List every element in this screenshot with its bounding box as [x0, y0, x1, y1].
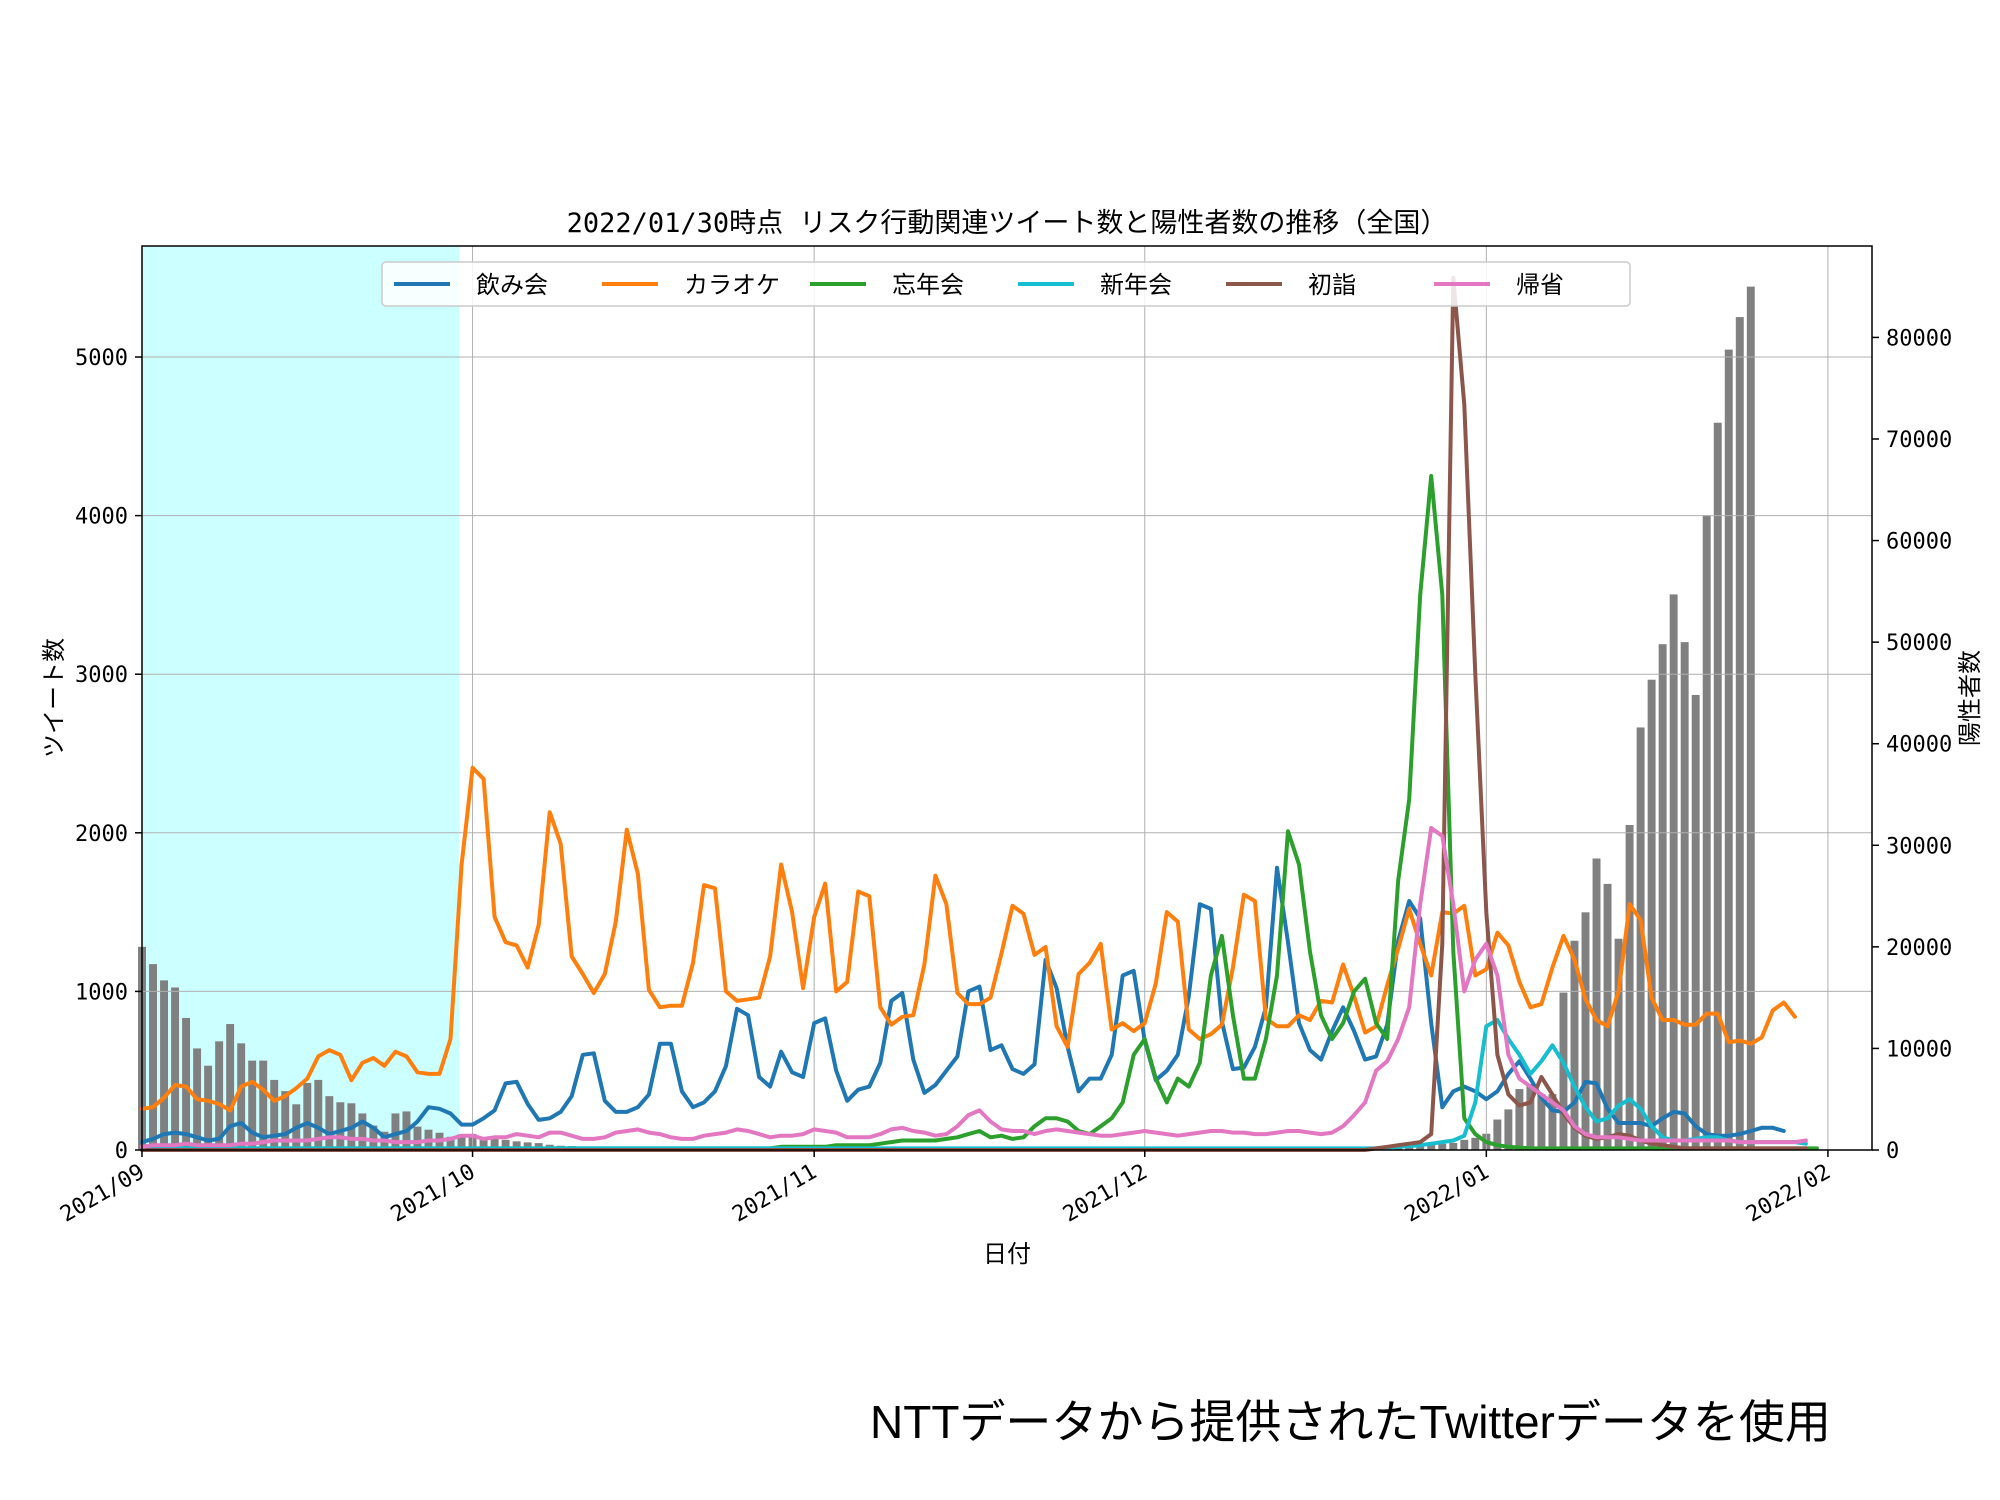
- cases-bar: [1625, 824, 1634, 1150]
- y2-tick-label: 10000: [1886, 1037, 1952, 1062]
- legend-label: 初詣: [1308, 271, 1356, 299]
- cases-bar: [281, 1091, 290, 1150]
- cases-bar: [501, 1139, 510, 1150]
- cases-bar: [182, 1017, 191, 1150]
- source-note: NTTデータから提供されたTwitterデータを使用: [870, 1396, 1831, 1448]
- y2-tick-label: 50000: [1886, 631, 1952, 656]
- cases-bar: [270, 1079, 279, 1150]
- cases-bar: [215, 1041, 224, 1150]
- cases-bar: [204, 1065, 213, 1150]
- legend-box: [381, 261, 1631, 307]
- cases-bar: [1438, 1143, 1447, 1150]
- cases-bar: [1647, 679, 1656, 1150]
- y-tick-label: 0: [115, 1139, 128, 1164]
- cases-bar: [391, 1113, 400, 1150]
- cases-bar: [1614, 938, 1623, 1150]
- y-tick-label: 2000: [75, 822, 128, 847]
- x-tick-label: 2022/01: [1401, 1160, 1494, 1228]
- cases-bar: [523, 1142, 532, 1150]
- highlight-span: [142, 246, 460, 1150]
- cases-bar: [1460, 1139, 1469, 1150]
- series-line: [140, 765, 1797, 1113]
- cases-bar: [512, 1141, 521, 1150]
- cases-bar: [1724, 349, 1733, 1150]
- y2-tick-label: 70000: [1886, 428, 1952, 453]
- cases-bar: [226, 1024, 235, 1150]
- cases-bar: [1570, 940, 1579, 1150]
- y-axis-label: ツイート数: [40, 638, 68, 758]
- cases-bar: [1559, 992, 1568, 1150]
- y2-tick-label: 80000: [1886, 326, 1952, 351]
- chart-title: 2022/01/30時点 リスク行動関連ツイート数と陽性者数の推移（全国）: [567, 208, 1448, 239]
- tweet-and-cases-chart: 0100020003000400050000100002000030000400…: [40, 208, 1984, 1268]
- x-tick-label: 2022/02: [1742, 1160, 1835, 1228]
- cases-bar: [1735, 317, 1744, 1150]
- cases-bar: [1504, 1109, 1513, 1150]
- legend-label: 帰省: [1516, 271, 1564, 299]
- cases-bar: [1526, 1083, 1535, 1150]
- legend-label: 新年会: [1100, 271, 1172, 299]
- series-line: [140, 826, 1808, 1149]
- cases-bar: [1592, 858, 1601, 1150]
- cases-bar: [314, 1079, 323, 1150]
- cases-bar: [160, 980, 169, 1150]
- highlight-region: [142, 246, 460, 1150]
- legend: 飲み会 カラオケ 忘年会 新年会 初詣 帰省: [381, 261, 1631, 307]
- y2-tick-label: 20000: [1886, 936, 1952, 961]
- y-tick-label: 4000: [75, 505, 128, 530]
- cases-bar: [369, 1125, 378, 1150]
- y2-tick-label: 40000: [1886, 733, 1952, 758]
- cases-bar: [325, 1096, 334, 1150]
- legend-label: 忘年会: [892, 271, 964, 299]
- cases-bar: [446, 1136, 455, 1150]
- series-line: [140, 865, 1786, 1145]
- y2-tick-label: 30000: [1886, 834, 1952, 859]
- cases-bar: [259, 1060, 268, 1150]
- y-tick-label: 1000: [75, 980, 128, 1005]
- cases-bar: [149, 964, 157, 1150]
- cases-bar: [1515, 1089, 1524, 1150]
- cases-bar: [1548, 1094, 1557, 1150]
- legend-label: 飲み会: [476, 271, 548, 299]
- cases-bar: [1603, 883, 1612, 1150]
- cases-bar: [490, 1138, 499, 1150]
- cases-bar: [1658, 644, 1667, 1150]
- cases-bar: [1581, 912, 1590, 1150]
- cases-bar: [358, 1113, 367, 1150]
- cases-bar: [237, 1043, 246, 1150]
- cases-bar: [1449, 1142, 1458, 1150]
- y2-tick-label: 60000: [1886, 530, 1952, 555]
- cases-bar: [1636, 727, 1645, 1150]
- cases-bar: [336, 1102, 345, 1150]
- y2-tick-label: 0: [1886, 1139, 1899, 1164]
- cases-bar: [479, 1137, 488, 1150]
- cases-bar: [1493, 1119, 1502, 1150]
- y-tick-label: 5000: [75, 346, 128, 371]
- cases-bar: [1713, 422, 1722, 1151]
- y-tick-label: 3000: [75, 663, 128, 688]
- cases-bar: [171, 987, 180, 1150]
- cases-bar: [1669, 594, 1678, 1150]
- cases-bar: [1680, 642, 1689, 1150]
- x-tick-label: 2021/11: [728, 1160, 821, 1228]
- cases-bar: [1471, 1137, 1480, 1150]
- x-tick-label: 2021/09: [56, 1160, 149, 1228]
- cases-bar: [303, 1082, 312, 1150]
- cases-bar: [1746, 286, 1755, 1150]
- x-axis-label: 日付: [983, 1240, 1031, 1268]
- cases-bar: [1427, 1144, 1436, 1150]
- cases-bar: [413, 1126, 422, 1150]
- cases-bar: [457, 1134, 466, 1150]
- legend-label: カラオケ: [684, 271, 780, 299]
- x-tick-label: 2021/12: [1059, 1160, 1152, 1228]
- plot-frame: [141, 245, 1873, 1151]
- y2-axis-label: 陽性者数: [1956, 650, 1984, 746]
- cases-bar: [248, 1060, 257, 1150]
- cases-bar: [1691, 694, 1700, 1150]
- x-tick-label: 2021/10: [387, 1160, 480, 1228]
- cases-bar: [1537, 1094, 1546, 1150]
